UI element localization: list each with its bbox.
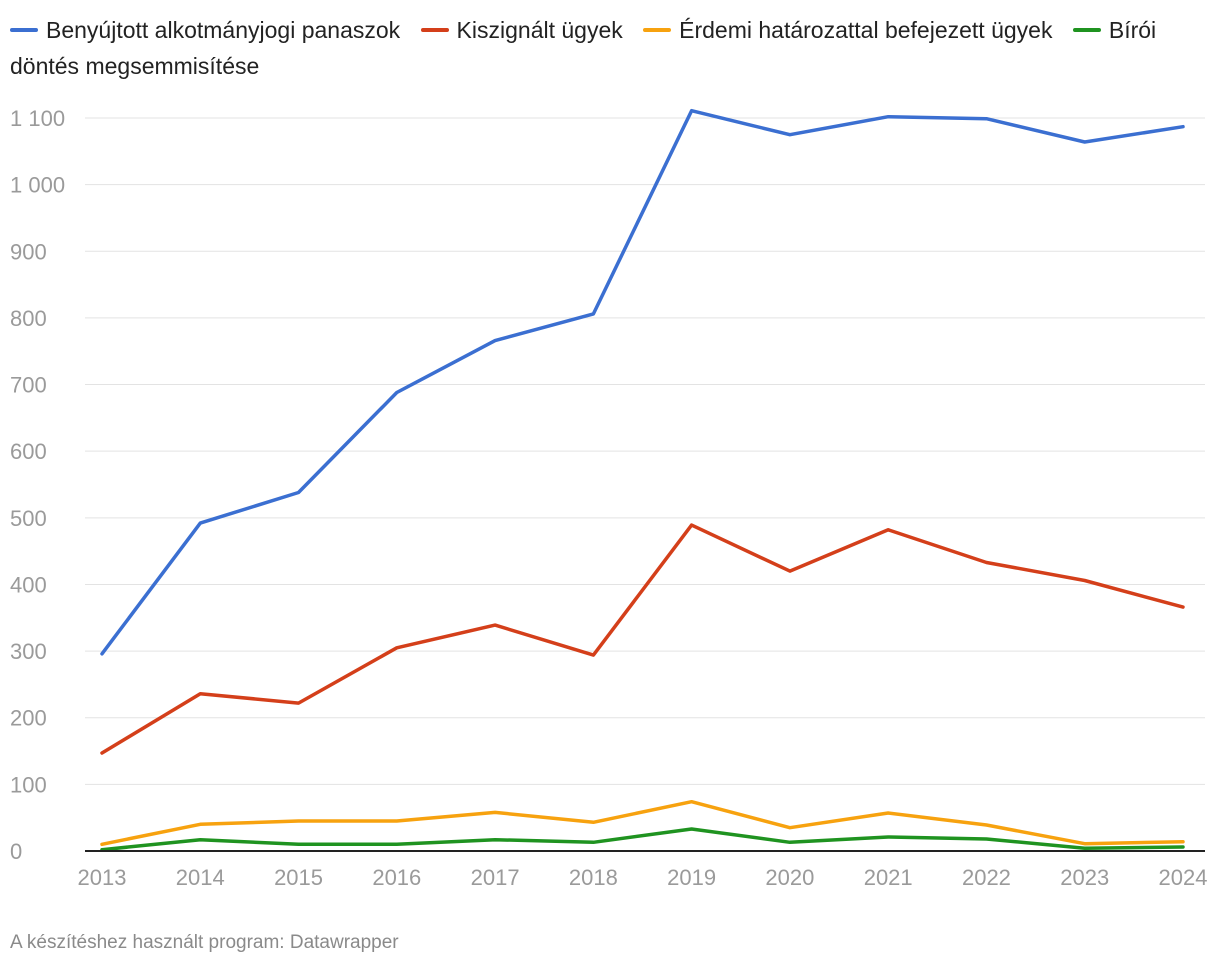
- x-tick-label: 2023: [1060, 865, 1109, 890]
- legend-label-0: Benyújtott alkotmányjogi panaszok: [46, 17, 401, 43]
- legend-swatch-1: [420, 27, 449, 32]
- series-line-3: [100, 827, 1185, 852]
- y-axis-ticks: 0 100 200 300 400 500 600 700 800 900 1 000 1 100: [10, 106, 65, 864]
- y-tick-label: 500: [10, 506, 47, 531]
- series-line-2: [100, 799, 1185, 847]
- x-tick-label: 2013: [78, 865, 127, 890]
- y-tick-label: 600: [10, 439, 47, 464]
- y-tick-label: 300: [10, 639, 47, 664]
- legend-item-0: Benyújtott alkotmányjogi panaszok: [10, 17, 400, 43]
- footer-credit: A készítéshez használt program: Datawrap…: [10, 932, 399, 953]
- y-tick-label: 900: [10, 239, 47, 264]
- x-axis-ticks: 2013 2014 2015 2016 2017 2018 2019 2020 2021 2022…: [78, 865, 1208, 890]
- legend-item-2: Érdemi határozattal befejezett ügyek: [643, 17, 1052, 43]
- y-tick-label: 0: [10, 839, 22, 864]
- y-tick-label: 1 100: [10, 106, 65, 131]
- x-tick-label: 2014: [176, 865, 225, 890]
- gridlines: [85, 117, 1205, 785]
- legend-swatch-3: [1072, 27, 1101, 32]
- x-tick-label: 2015: [274, 865, 323, 890]
- x-tick-label: 2024: [1159, 865, 1208, 890]
- x-tick-label: 2020: [765, 865, 814, 890]
- x-tick-label: 2017: [471, 865, 520, 890]
- y-tick-label: 200: [10, 706, 47, 731]
- y-tick-label: 400: [10, 572, 47, 597]
- series-line-1: [100, 523, 1185, 755]
- legend-label-1: Kiszignált ügyek: [456, 17, 623, 43]
- chart-legend: Benyújtott alkotmányjogi panaszok Kiszig…: [10, 12, 1210, 84]
- legend-label-3: Bírói döntés megsemmisítése: [10, 17, 1157, 79]
- x-tick-label: 2021: [864, 865, 913, 890]
- legend-label-2: Érdemi határozattal befejezett ügyek: [679, 17, 1053, 43]
- legend-swatch-2: [643, 27, 672, 32]
- series-lines: [100, 108, 1185, 852]
- legend-item-1: Kiszignált ügyek: [420, 17, 623, 43]
- x-tick-label: 2019: [667, 865, 716, 890]
- legend-swatch-0: [10, 27, 38, 32]
- x-tick-label: 2022: [962, 865, 1011, 890]
- y-tick-label: 100: [10, 772, 47, 797]
- x-tick-label: 2016: [372, 865, 421, 890]
- y-tick-label: 1 000: [10, 173, 65, 198]
- y-tick-label: 800: [10, 306, 47, 331]
- series-line-0: [100, 108, 1185, 656]
- y-tick-label: 700: [10, 373, 47, 398]
- legend-item-3: Bírói döntés megsemmisítése: [10, 17, 1156, 79]
- x-tick-label: 2018: [569, 865, 618, 890]
